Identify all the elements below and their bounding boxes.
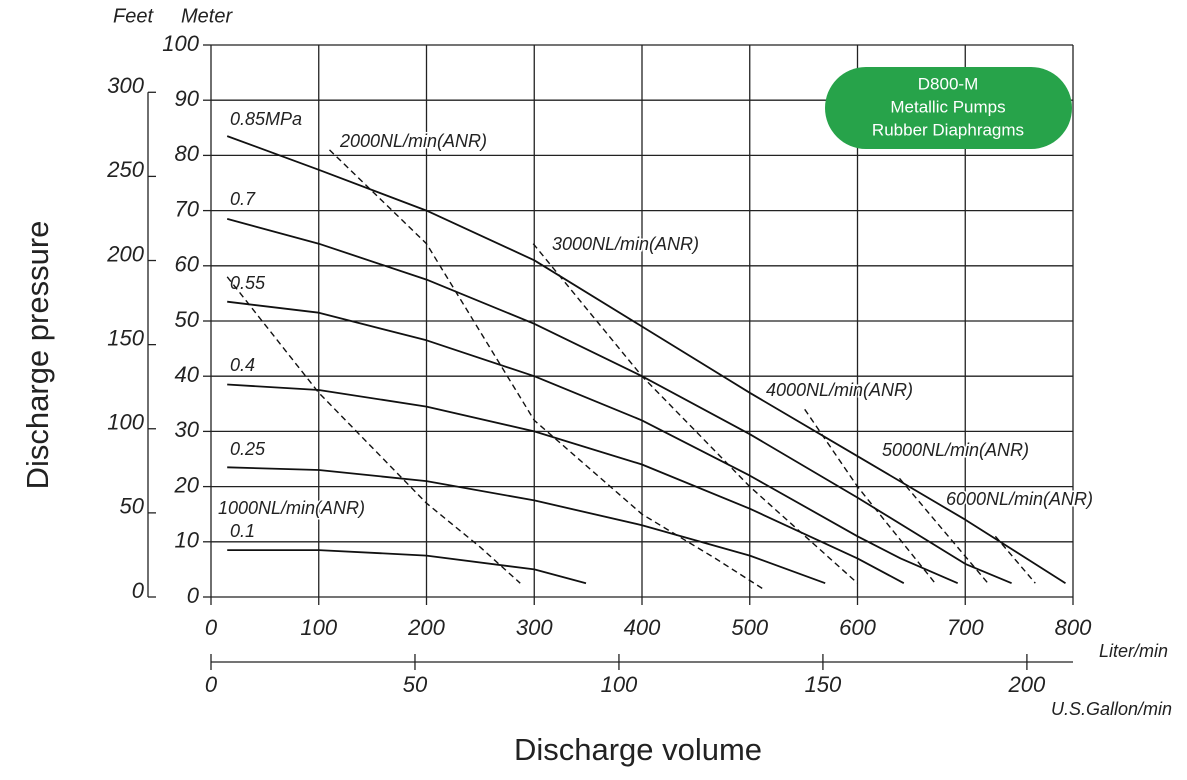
badge-text: D800-M (918, 74, 978, 93)
x2-unit: U.S.Gallon/min (1051, 699, 1172, 719)
x-tick-label: 700 (947, 615, 984, 640)
series-label: 0.85MPa (230, 109, 302, 129)
y-unit: Meter (181, 5, 233, 27)
y2-unit: Feet (113, 5, 154, 27)
y2-tick-label: 300 (107, 73, 144, 98)
x-axis-title: Discharge volume (514, 732, 762, 767)
x-tick-label: 800 (1055, 615, 1092, 640)
pressure-line (227, 300, 959, 585)
y2-tick-label: 250 (106, 157, 144, 182)
air-consumption-line (804, 408, 936, 584)
x-tick-label: 400 (624, 615, 661, 640)
series-label: 0.7 (230, 189, 256, 209)
x-tick-label: 500 (731, 615, 768, 640)
x2-tick-label: 0 (205, 672, 218, 697)
x-tick-label: 300 (516, 615, 553, 640)
series-label: 0.4 (230, 355, 255, 375)
series-label: 0.25 (230, 439, 266, 459)
x2-tick-label: 150 (805, 672, 842, 697)
y2-tick-label: 200 (106, 241, 144, 266)
air-consumption-line (994, 535, 1036, 584)
series-label: 3000NL/min(ANR) (552, 234, 699, 254)
y-tick-label: 80 (175, 141, 200, 166)
badge (825, 67, 1072, 149)
air-consumption-line (226, 276, 521, 584)
y-tick-label: 10 (175, 528, 200, 553)
y-tick-label: 90 (175, 86, 200, 111)
pressure-line (226, 218, 1012, 585)
x-tick-label: 600 (839, 615, 876, 640)
pressure-line (226, 135, 1066, 584)
pressure-line (227, 549, 587, 585)
x2-tick-label: 200 (1008, 672, 1046, 697)
y-tick-label: 60 (175, 252, 200, 277)
series-label: 5000NL/min(ANR) (882, 440, 1029, 460)
y2-tick-label: 150 (107, 325, 144, 350)
y-tick-label: 40 (175, 362, 200, 387)
y2-tick-label: 50 (120, 494, 145, 519)
x2-tick-label: 50 (403, 672, 428, 697)
y-axis-title: Discharge pressure (20, 221, 55, 490)
x-tick-label: 200 (407, 615, 445, 640)
x-tick-label: 100 (300, 615, 337, 640)
y-tick-label: 70 (175, 196, 200, 221)
x-unit: Liter/min (1099, 641, 1168, 661)
y2-tick-label: 100 (107, 410, 144, 435)
air-consumption-line (532, 243, 858, 584)
y-tick-label: 0 (187, 583, 200, 608)
air-consumption-line (329, 149, 764, 590)
y-tick-label: 30 (175, 417, 200, 442)
series-label: 4000NL/min(ANR) (766, 380, 913, 400)
badge-text: Rubber Diaphragms (872, 120, 1024, 139)
series-label: 0.55 (230, 273, 266, 293)
series-label: 6000NL/min(ANR) (946, 489, 1093, 509)
series-label: 0.1 (230, 521, 255, 541)
x2-tick-label: 100 (601, 672, 638, 697)
series-label: 2000NL/min(ANR) (339, 131, 487, 151)
air-consumption-line (898, 477, 989, 584)
y-tick-label: 20 (174, 472, 200, 497)
y-tick-label: 50 (175, 307, 200, 332)
y-tick-label: 100 (162, 31, 199, 56)
pressure-line (227, 466, 826, 585)
y2-tick-label: 0 (132, 578, 145, 603)
x-tick-label: 0 (205, 615, 218, 640)
badge-text: Metallic Pumps (890, 97, 1005, 116)
series-label: 1000NL/min(ANR) (218, 498, 365, 518)
pressure-line (227, 383, 905, 584)
